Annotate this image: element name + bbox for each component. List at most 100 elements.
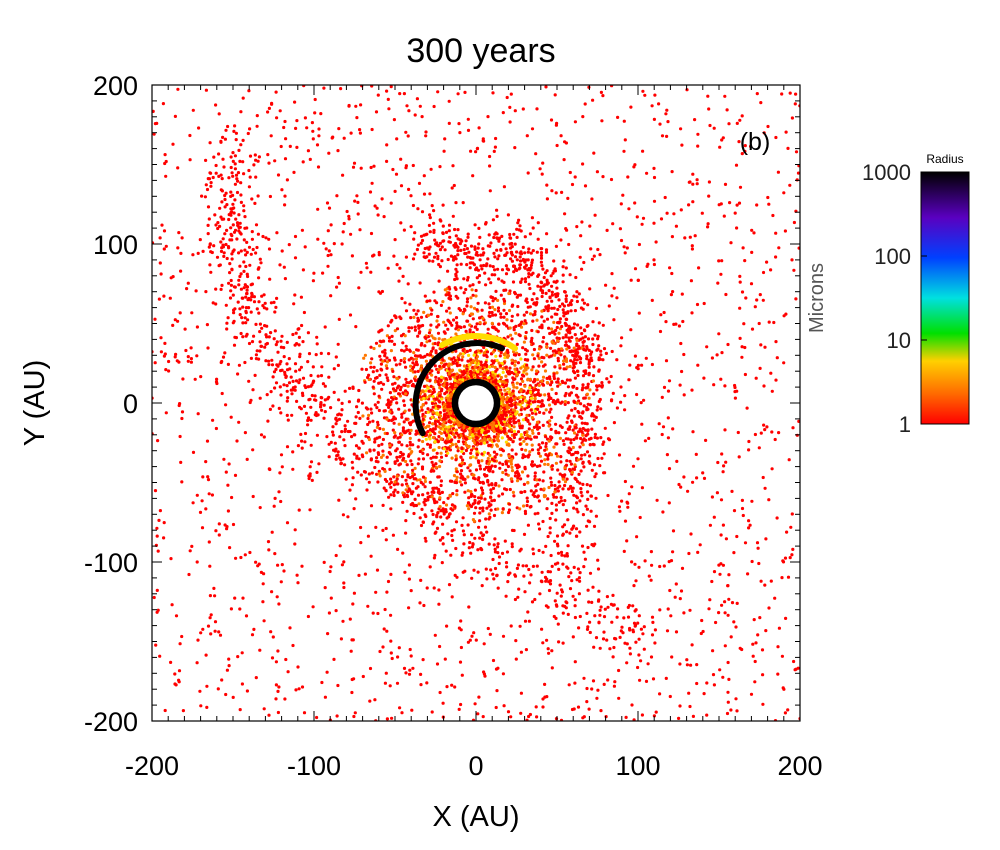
scatter-point xyxy=(793,102,797,106)
scatter-point xyxy=(534,705,538,709)
scatter-point xyxy=(406,134,410,138)
scatter-point xyxy=(561,336,565,340)
scatter-point xyxy=(557,321,561,325)
scatter-point xyxy=(563,483,567,488)
scatter-point xyxy=(752,618,756,622)
scatter-point xyxy=(605,228,609,232)
scatter-point xyxy=(642,398,646,402)
scatter-point xyxy=(267,363,271,367)
scatter-point xyxy=(257,311,261,315)
scatter-point xyxy=(233,154,237,158)
scatter-point xyxy=(557,431,561,435)
scatter-point xyxy=(695,302,700,307)
scatter-point xyxy=(231,159,235,163)
scatter-point xyxy=(691,182,695,186)
scatter-point xyxy=(544,604,549,608)
scatter-point xyxy=(431,259,435,263)
scatter-point xyxy=(577,292,581,296)
scatter-point xyxy=(453,685,457,689)
scatter-point xyxy=(205,684,209,688)
scatter-point xyxy=(478,366,482,370)
scatter-point xyxy=(625,500,629,504)
scatter-point xyxy=(214,163,218,168)
scatter-point xyxy=(658,692,662,696)
scatter-point xyxy=(255,114,259,118)
scatter-point xyxy=(301,393,305,398)
scatter-point xyxy=(469,551,473,555)
scatter-point xyxy=(470,634,474,638)
scatter-point xyxy=(556,377,560,381)
scatter-point xyxy=(234,173,239,177)
scatter-point xyxy=(508,366,512,370)
scatter-point xyxy=(274,90,278,94)
scatter-point xyxy=(596,567,601,571)
scatter-point xyxy=(435,451,439,455)
scatter-point xyxy=(578,481,582,485)
scatter-point xyxy=(688,235,692,239)
scatter-point xyxy=(484,517,488,521)
scatter-point xyxy=(275,116,279,120)
scatter-point xyxy=(437,244,441,248)
scatter-point xyxy=(622,149,626,153)
scatter-point xyxy=(239,110,243,114)
scatter-point xyxy=(479,494,483,498)
scatter-point xyxy=(782,314,786,318)
scatter-point xyxy=(356,212,360,216)
scatter-point xyxy=(224,191,228,195)
scatter-point xyxy=(640,222,644,226)
scatter-point xyxy=(565,554,570,558)
scatter-point xyxy=(690,244,694,248)
scatter-point xyxy=(490,273,494,277)
scatter-point xyxy=(502,280,506,284)
scatter-point xyxy=(657,422,661,426)
scatter-point xyxy=(416,462,420,466)
scatter-point xyxy=(453,227,457,232)
scatter-point xyxy=(368,449,372,453)
scatter-point xyxy=(225,321,229,325)
scatter-point xyxy=(378,435,382,439)
scatter-point xyxy=(564,266,568,270)
scatter-point xyxy=(524,448,528,452)
scatter-point xyxy=(250,340,255,344)
scatter-point xyxy=(206,177,210,181)
scatter-point xyxy=(407,187,411,191)
scatter-point xyxy=(325,670,329,674)
scatter-point xyxy=(269,390,273,394)
scatter-point xyxy=(230,267,234,271)
scatter-point xyxy=(474,506,478,510)
scatter-point xyxy=(650,104,654,108)
scatter-point xyxy=(577,344,581,348)
scatter-point xyxy=(502,315,506,319)
scatter-point xyxy=(539,280,543,284)
scatter-point xyxy=(508,236,512,240)
scatter-point xyxy=(610,294,614,298)
scatter-point xyxy=(478,511,482,515)
scatter-point xyxy=(432,290,436,294)
scatter-point xyxy=(652,262,657,267)
scatter-point xyxy=(457,357,461,362)
scatter-point xyxy=(531,365,535,369)
scatter-point xyxy=(230,252,234,256)
scatter-point xyxy=(368,190,373,194)
scatter-point xyxy=(487,314,491,318)
scatter-point xyxy=(323,398,327,402)
scatter-point xyxy=(504,561,509,565)
scatter-point xyxy=(580,421,584,425)
scatter-point xyxy=(458,131,462,135)
scatter-point xyxy=(211,175,215,180)
scatter-point xyxy=(477,126,481,130)
scatter-point xyxy=(380,289,384,294)
scatter-point xyxy=(474,294,478,298)
scatter-point xyxy=(586,432,590,436)
scatter-point xyxy=(230,171,234,175)
scatter-point xyxy=(272,504,276,508)
scatter-point xyxy=(549,274,553,278)
scatter-point xyxy=(556,486,560,490)
scatter-point xyxy=(485,577,489,581)
scatter-point xyxy=(300,323,304,328)
scatter-point xyxy=(547,439,551,443)
scatter-point xyxy=(419,523,424,528)
scatter-point xyxy=(290,392,294,396)
scatter-point xyxy=(580,220,584,224)
scatter-point xyxy=(743,259,747,263)
